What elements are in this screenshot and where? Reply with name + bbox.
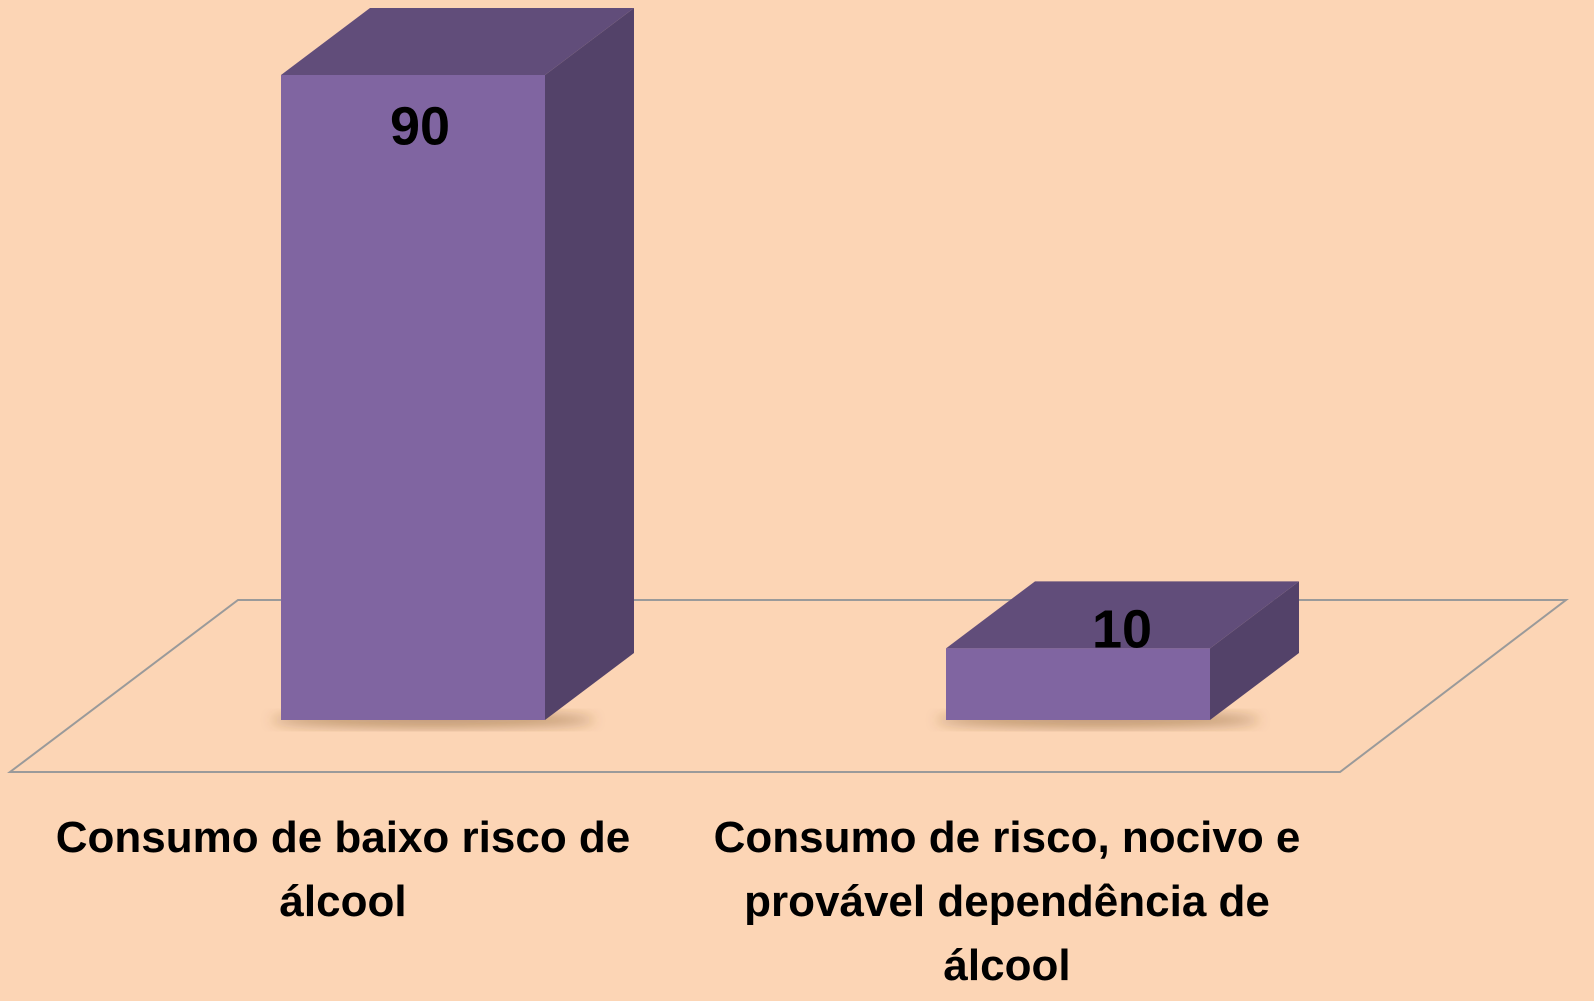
floor — [7, 599, 1569, 773]
x-tick-label: Consumo de risco, nocivo e provável depe… — [713, 813, 1301, 990]
bar-side — [1210, 581, 1299, 720]
bar — [946, 648, 1210, 720]
bar-top — [946, 581, 1299, 649]
value-label: 90 — [390, 96, 450, 156]
bar-top — [281, 8, 634, 75]
value-label: 10 — [1092, 600, 1152, 660]
x-tick-label: Consumo de baixo risco de álcool — [55, 813, 631, 926]
bar-side — [545, 8, 634, 720]
bar — [281, 75, 545, 720]
